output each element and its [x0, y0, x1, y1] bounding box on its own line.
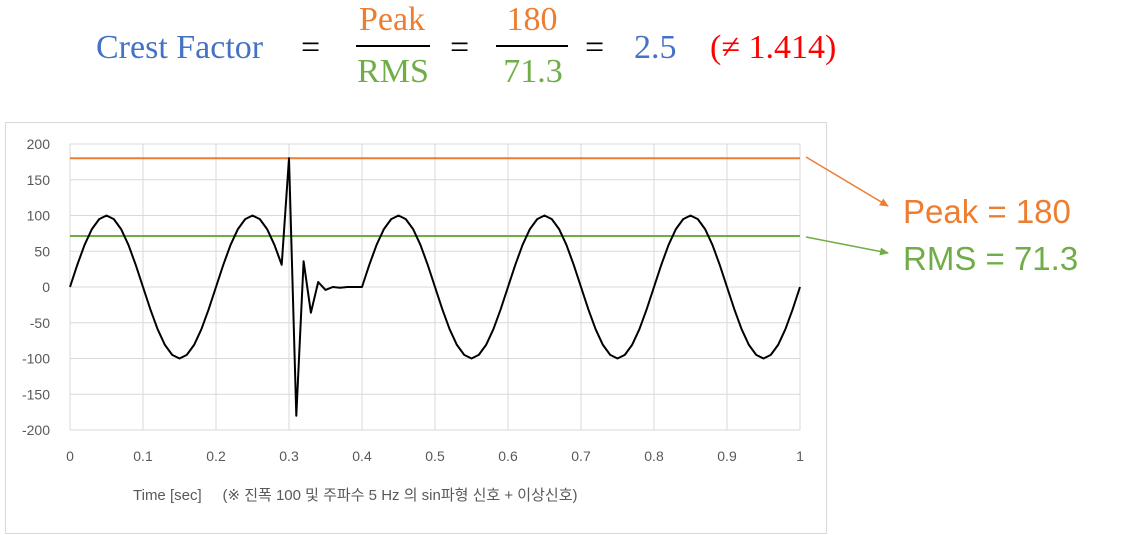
formula-lhs: Crest Factor	[96, 29, 264, 66]
x-tick-label: 0.5	[425, 448, 445, 464]
x-tick-label: 0.8	[644, 448, 664, 464]
signal-line	[69, 157, 801, 417]
x-tick-label: 0.9	[717, 448, 737, 464]
x-tick-label: 0	[66, 448, 74, 464]
formula-denominator-2: 71.3	[503, 53, 563, 90]
formula-numerator-1: Peak	[359, 1, 425, 38]
formula-note: (≠ 1.414)	[710, 29, 836, 66]
y-tick-label: 100	[27, 208, 51, 224]
y-tick-label: -200	[22, 422, 50, 438]
x-tick-label: 0.6	[498, 448, 518, 464]
formula-equals-1: =	[301, 29, 320, 66]
formula-denominator-1: RMS	[357, 53, 429, 90]
x-tick-label: 0.4	[352, 448, 372, 464]
x-tick-label: 0.3	[279, 448, 299, 464]
formula-equals-3: =	[585, 29, 604, 66]
x-tick-label: 0.7	[571, 448, 591, 464]
y-tick-label: 150	[27, 172, 51, 188]
x-axis-ticks: 0 0.1 0.2 0.3 0.4 0.5 0.6 0.7 0.8 0.9 1	[66, 448, 804, 464]
formula-numerator-2: 180	[507, 1, 558, 38]
x-tick-label: 0.2	[206, 448, 226, 464]
y-tick-label: 0	[42, 279, 50, 295]
x-tick-label: 0.1	[133, 448, 153, 464]
y-tick-label: -150	[22, 386, 50, 402]
series-lines	[69, 157, 801, 417]
formula-result: 2.5	[634, 29, 677, 66]
y-axis-ticks: 200 150 100 50 0 -50 -100 -150 -200	[22, 136, 50, 438]
y-tick-label: 200	[27, 136, 51, 152]
chart-frame	[5, 122, 827, 534]
formula-equals-2: =	[450, 29, 469, 66]
y-tick-label: -100	[22, 351, 50, 367]
x-axis-label: Time [sec] (※ 진폭 100 및 주파수 5 Hz 의 sin파형 …	[133, 487, 578, 504]
y-tick-label: 50	[34, 243, 50, 259]
y-tick-label: -50	[30, 315, 50, 331]
crest-factor-formula: Crest Factor = Peak RMS = 180 71.3 = 2.5…	[96, 1, 836, 90]
x-tick-label: 1	[796, 448, 804, 464]
